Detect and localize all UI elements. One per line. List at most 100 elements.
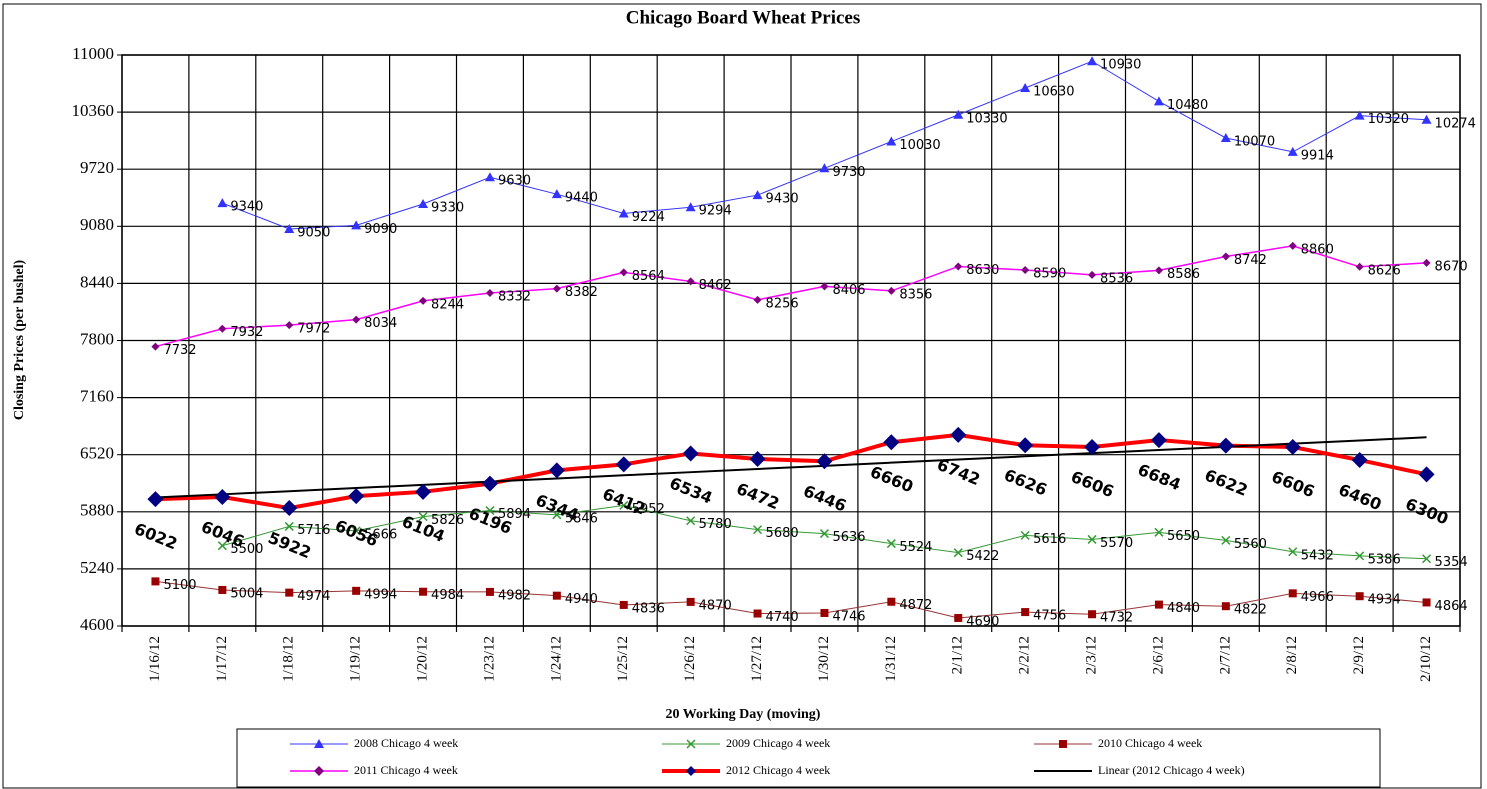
- x-axis-title: 20 Working Day (moving): [666, 707, 821, 722]
- marker: [1088, 270, 1097, 279]
- marker: [950, 426, 967, 443]
- data-label: 5386: [1368, 552, 1401, 567]
- data-label: 9294: [699, 204, 732, 219]
- marker: [1020, 530, 1030, 540]
- data-label: 4864: [1435, 599, 1468, 614]
- marker: [551, 189, 562, 199]
- data-label: 4966: [1301, 590, 1334, 605]
- marker: [285, 321, 294, 330]
- marker: [619, 268, 628, 277]
- x-tick-label: 1/24/12: [548, 636, 564, 682]
- data-label: 4732: [1100, 611, 1133, 626]
- marker: [753, 525, 763, 535]
- marker: [1421, 114, 1432, 124]
- x-tick-label: 2/9/12: [1351, 636, 1367, 674]
- data-label: 4870: [699, 598, 732, 613]
- data-label: 5826: [431, 513, 464, 528]
- marker: [686, 766, 696, 776]
- marker: [218, 585, 227, 594]
- marker: [1418, 466, 1435, 483]
- data-label: 8590: [1033, 267, 1066, 282]
- data-label: 9914: [1301, 148, 1334, 163]
- marker: [1287, 146, 1298, 156]
- data-label: 4822: [1234, 603, 1267, 618]
- data-label: 9340: [230, 200, 263, 215]
- marker: [218, 324, 227, 333]
- y-tick-label: 9720: [80, 158, 114, 177]
- series-line: [155, 245, 1427, 348]
- marker: [1153, 96, 1164, 106]
- marker: [217, 198, 228, 208]
- legend-label: Linear (2012 Chicago 4 week): [1098, 763, 1245, 777]
- series-line: [155, 436, 1427, 499]
- marker: [682, 445, 699, 462]
- data-label: 9050: [297, 225, 330, 240]
- marker: [1355, 551, 1365, 561]
- marker: [816, 453, 833, 470]
- marker: [552, 591, 561, 600]
- x-tick-label: 1/23/12: [481, 636, 497, 682]
- marker: [686, 516, 696, 526]
- marker: [1059, 740, 1067, 748]
- marker: [1288, 241, 1297, 250]
- marker: [351, 220, 362, 230]
- marker: [1354, 110, 1365, 120]
- marker: [1217, 437, 1234, 454]
- data-label: 5952: [632, 502, 665, 517]
- marker: [419, 296, 428, 305]
- marker: [886, 136, 897, 146]
- marker: [1422, 598, 1431, 607]
- marker: [484, 172, 495, 182]
- marker: [1288, 589, 1297, 598]
- x-tick-label: 1/17/12: [214, 636, 230, 682]
- data-label: 4872: [899, 598, 932, 613]
- marker: [886, 539, 896, 549]
- marker: [1154, 266, 1163, 275]
- marker: [485, 506, 495, 516]
- x-tick-label: 2/2/12: [1017, 636, 1033, 674]
- marker: [887, 286, 896, 295]
- marker: [281, 500, 298, 517]
- legend-entry: 2009 Chicago 4 week: [662, 736, 830, 750]
- marker: [954, 262, 963, 271]
- data-label: 5570: [1100, 536, 1133, 551]
- marker: [1221, 602, 1230, 611]
- legend-entry: Linear (2012 Chicago 4 week): [1034, 763, 1245, 777]
- data-label: 5500: [230, 542, 263, 557]
- data-label: 5716: [297, 523, 330, 538]
- data-label: 5524: [899, 540, 932, 555]
- data-label: 9630: [498, 174, 531, 189]
- data-label: 4940: [565, 592, 598, 607]
- legend-label: 2010 Chicago 4 week: [1098, 736, 1202, 750]
- marker: [1154, 600, 1163, 609]
- marker: [1422, 554, 1432, 564]
- data-label: 10320: [1368, 112, 1409, 127]
- marker: [485, 587, 494, 596]
- marker: [1288, 547, 1298, 557]
- marker: [1221, 535, 1231, 545]
- marker: [1020, 83, 1031, 93]
- y-tick-label: 5240: [80, 558, 114, 577]
- data-label: 8382: [565, 285, 598, 300]
- data-label: 10274: [1435, 116, 1476, 131]
- marker: [1355, 262, 1364, 271]
- legend-label: 2009 Chicago 4 week: [726, 736, 830, 750]
- legend-label: 2008 Chicago 4 week: [354, 736, 458, 750]
- marker: [954, 613, 963, 622]
- data-label: 5422: [966, 549, 999, 564]
- data-label: 4690: [966, 614, 999, 629]
- legend-entry: 2010 Chicago 4 week: [1034, 736, 1202, 750]
- marker: [953, 109, 964, 119]
- x-tick-label: 2/7/12: [1217, 636, 1233, 674]
- marker: [352, 586, 361, 595]
- marker: [615, 456, 632, 473]
- data-label: 8860: [1301, 242, 1334, 257]
- y-tick-label: 7800: [80, 329, 114, 348]
- marker: [820, 608, 829, 617]
- marker: [887, 597, 896, 606]
- x-tick-label: 2/10/12: [1418, 636, 1434, 682]
- marker: [1021, 608, 1030, 617]
- data-label: 8536: [1100, 271, 1133, 286]
- marker: [685, 202, 696, 212]
